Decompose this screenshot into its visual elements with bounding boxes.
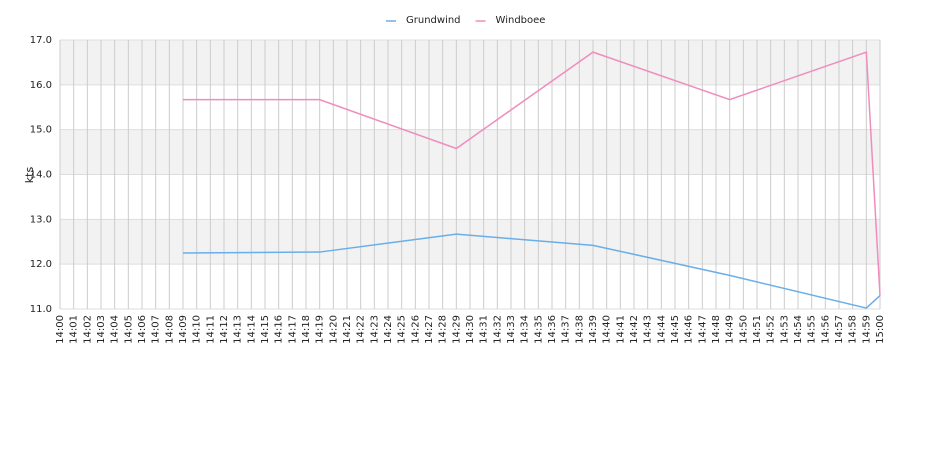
legend-label: Windboee (496, 15, 546, 26)
x-tick-label: 14:50 (738, 315, 749, 344)
y-tick-label: 14.0 (30, 170, 52, 181)
x-tick-label: 14:34 (520, 315, 531, 344)
x-tick-label: 14:24 (383, 315, 394, 344)
x-tick-label: 14:38 (574, 315, 585, 344)
x-tick-label: 14:17 (287, 315, 298, 344)
x-tick-label: 14:47 (697, 315, 708, 344)
x-tick-label: 14:35 (533, 315, 544, 344)
x-tick-label: 14:15 (260, 315, 271, 344)
y-axis-label: kts (23, 167, 36, 184)
x-tick-label: 14:53 (779, 315, 790, 344)
x-tick-label: 14:09 (178, 315, 189, 344)
x-tick-label: 14:21 (342, 315, 353, 344)
x-tick-label: 14:29 (451, 315, 462, 344)
x-tick-label: 14:36 (547, 315, 558, 344)
x-tick-label: 14:31 (479, 315, 490, 344)
x-tick-label: 14:54 (793, 315, 804, 344)
series-line (182, 233, 881, 309)
x-tick-label: 14:41 (615, 315, 626, 344)
x-tick-label: 15:00 (875, 315, 886, 344)
x-tick-label: 14:56 (820, 315, 831, 344)
x-tick-label: 14:26 (410, 315, 421, 344)
x-tick-label: 14:39 (588, 315, 599, 344)
y-tick-label: 17.0 (30, 35, 52, 46)
x-tick-label: 14:20 (328, 315, 339, 344)
y-tick-label: 11.0 (30, 304, 52, 315)
x-tick-label: 14:30 (465, 315, 476, 344)
x-tick-label: 14:08 (164, 315, 175, 344)
x-tick-label: 14:57 (834, 315, 845, 344)
x-tick-label: 14:00 (55, 315, 66, 344)
x-tick-label: 14:19 (315, 315, 326, 344)
series-line (183, 51, 881, 296)
x-tick-label: 14:01 (69, 315, 80, 344)
x-tick-label: 14:40 (602, 315, 613, 344)
x-tick-label: 14:04 (110, 315, 121, 344)
x-tick-label: 14:11 (205, 315, 216, 344)
y-tick-label: 12.0 (30, 259, 52, 270)
x-tick-label: 14:16 (274, 315, 285, 344)
x-tick-label: 14:33 (506, 315, 517, 344)
x-tick-label: 14:48 (711, 315, 722, 344)
x-tick-label: 14:59 (861, 315, 872, 344)
x-tick-label: 14:55 (807, 315, 818, 344)
y-tick-label: 16.0 (30, 80, 52, 91)
x-tick-label: 14:45 (670, 315, 681, 344)
x-tick-label: 14:42 (629, 315, 640, 344)
x-tick-label: 14:44 (656, 315, 667, 344)
x-tick-label: 14:05 (123, 315, 134, 344)
x-tick-label: 14:10 (192, 315, 203, 344)
y-tick-label: 15.0 (30, 125, 52, 136)
x-tick-label: 14:52 (766, 315, 777, 344)
x-tick-label: 14:37 (561, 315, 572, 344)
legend-label: Grundwind (406, 15, 461, 26)
x-tick-label: 14:07 (151, 315, 162, 344)
x-tick-label: 14:23 (369, 315, 380, 344)
x-tick-label: 14:25 (397, 315, 408, 344)
x-tick-label: 14:58 (848, 315, 859, 344)
x-tick-label: 14:46 (684, 315, 695, 344)
x-tick-label: 14:28 (438, 315, 449, 344)
x-tick-label: 14:12 (219, 315, 230, 344)
x-tick-label: 14:22 (356, 315, 367, 344)
x-tick-label: 14:02 (82, 315, 93, 344)
x-tick-label: 14:13 (233, 315, 244, 344)
x-tick-label: 14:27 (424, 315, 435, 344)
x-tick-label: 14:32 (492, 315, 503, 344)
x-tick-label: 14:18 (301, 315, 312, 344)
x-tick-label: 14:06 (137, 315, 148, 344)
x-tick-label: 14:43 (643, 315, 654, 344)
x-tick-label: 14:14 (246, 315, 257, 344)
y-tick-label: 13.0 (30, 214, 52, 225)
x-tick-label: 14:51 (752, 315, 763, 344)
x-tick-label: 14:03 (96, 315, 107, 344)
x-tick-label: 14:49 (725, 315, 736, 344)
